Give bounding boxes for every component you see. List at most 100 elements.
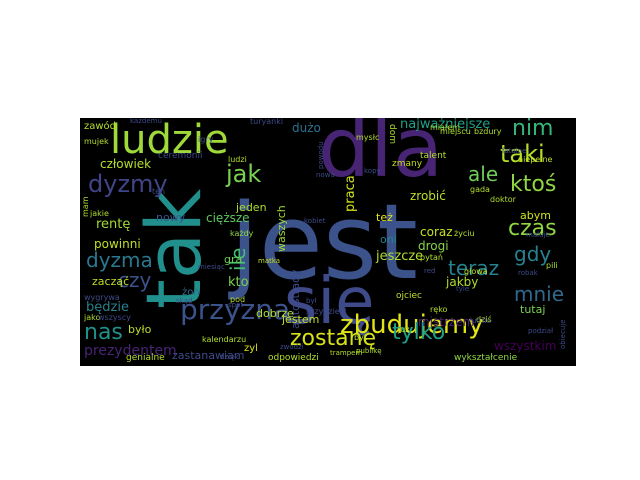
cloud-word: zacząć — [92, 275, 130, 288]
cloud-word: też — [376, 211, 393, 224]
cloud-word: trampem — [330, 349, 363, 357]
cloud-word: spot — [228, 301, 244, 309]
cloud-word: ręko — [430, 305, 448, 314]
cloud-word: doktor — [490, 195, 516, 204]
cloud-word: już — [398, 325, 410, 334]
cloud-word: coraz — [420, 225, 453, 239]
cloud-word: dyzma — [86, 248, 153, 272]
cloud-word: dziś — [476, 315, 492, 324]
cloud-word: teraz — [448, 256, 500, 280]
cloud-word: rentę — [96, 217, 131, 232]
cloud-word: cięższe — [206, 211, 250, 225]
cloud-word: ludzi — [228, 155, 247, 164]
cloud-word: jeden — [236, 201, 267, 214]
cloud-word: jakby — [446, 275, 479, 289]
cloud-word: kazdemu — [130, 118, 162, 125]
cloud-word: gra — [224, 253, 243, 266]
cloud-word: ojciec — [396, 291, 422, 301]
cloud-word: taki — [500, 140, 545, 168]
cloud-word: abym — [520, 209, 551, 222]
cloud-word: ten — [152, 187, 166, 196]
cloud-word: waszych — [275, 205, 288, 253]
cloud-word: dyzmy — [88, 170, 168, 198]
cloud-word: zawód — [84, 121, 117, 132]
cloud-word: matka — [258, 257, 281, 265]
cloud-word: prezydentem — [84, 343, 177, 359]
cloud-word: będzie — [86, 300, 129, 315]
cloud-word: byt — [354, 333, 367, 342]
cloud-word: kalendarzu — [202, 335, 247, 344]
cloud-word: kto — [228, 275, 249, 290]
cloud-word: zastanawiam — [172, 349, 245, 362]
cloud-word: maluje — [526, 231, 550, 239]
cloud-word: kobiet — [304, 217, 326, 225]
cloud-word: jakie — [90, 209, 109, 218]
cloud-word: zwodzi — [280, 343, 304, 351]
cloud-word: było — [128, 323, 152, 336]
cloud-word: jako — [84, 313, 101, 322]
cloud-word: mistrzem — [418, 315, 475, 329]
cloud-word: czas — [508, 216, 557, 241]
cloud-word: bzdury — [474, 127, 502, 136]
cloud-word: człowiek — [100, 157, 152, 171]
cloud-word: nas — [84, 320, 123, 345]
cloud-word: wykształcenie — [454, 353, 518, 363]
cloud-word: genialne — [126, 353, 165, 363]
cloud-word: mam — [81, 196, 90, 218]
cloud-word: nim — [512, 118, 554, 141]
cloud-word: igry — [198, 135, 214, 144]
cloud-word: zmany — [392, 159, 423, 169]
cloud-word: pytań — [420, 253, 443, 262]
cloud-word: wszyscy — [98, 313, 131, 322]
cloud-word: pod — [230, 295, 246, 304]
cloud-word: ludzie — [110, 118, 229, 163]
cloud-word: ktoś — [510, 172, 557, 197]
cloud-word: mnie — [514, 282, 565, 306]
cloud-word: mujek — [84, 137, 109, 146]
cloud-word: życiu — [454, 229, 475, 238]
cloud-word: gada — [470, 185, 490, 194]
cloud-word: dobrze — [256, 307, 294, 320]
cloud-word: miałem — [430, 123, 460, 132]
cloud-word: żon — [182, 287, 200, 298]
cloud-word: jest — [230, 181, 418, 303]
cloud-word: niepełne — [518, 155, 553, 164]
cloud-word: jeszcze — [376, 249, 424, 264]
cloud-word: był — [306, 297, 317, 305]
cloud-word: dla — [318, 118, 444, 196]
cloud-word: czy — [118, 268, 152, 292]
cloud-word: jestem — [282, 313, 320, 326]
cloud-word: jak — [226, 160, 262, 188]
cloud-word: miesiąc — [198, 263, 225, 271]
cloud-word: ceremonii — [158, 151, 203, 161]
cloud-word: wszystkim — [494, 339, 557, 353]
cloud-word: wygrywa — [84, 293, 120, 302]
cloud-word: ale — [468, 162, 499, 186]
cloud-word: zbudujemy — [340, 310, 484, 340]
cloud-word: kopy — [364, 167, 381, 175]
cloud-word: głowa — [464, 267, 488, 276]
cloud-word: odpowiedzi — [268, 353, 319, 363]
cloud-word: ludzie — [470, 317, 491, 325]
word-cloud: jest tak dla się ludzie przyzna zbudujemy dyzmy… — [80, 118, 576, 366]
cloud-word: obiecuje — [559, 319, 567, 349]
cloud-word: miejscu — [440, 127, 471, 136]
cloud-word: robak — [518, 269, 538, 277]
cloud-word: praca — [343, 175, 358, 212]
cloud-word: powodu — [317, 141, 325, 170]
cloud-word: się — [284, 265, 375, 339]
cloud-word: dom — [387, 124, 397, 144]
cloud-word: nowa — [316, 171, 335, 179]
cloud-word: zrobić — [410, 189, 446, 203]
cloud-word: fatalne — [502, 147, 527, 155]
cloud-word: turyanki — [250, 118, 284, 126]
cloud-word: skąd — [176, 297, 193, 305]
cloud-word: nowy — [156, 211, 186, 224]
cloud-word: przyzna — [180, 293, 291, 326]
cloud-word: talent — [420, 151, 447, 161]
cloud-word: red — [424, 267, 436, 275]
cloud-word: dużo — [292, 121, 321, 135]
cloud-word: oni — [380, 233, 397, 246]
cloud-word: dzięki — [220, 353, 241, 361]
cloud-word: tutaj — [520, 303, 546, 316]
